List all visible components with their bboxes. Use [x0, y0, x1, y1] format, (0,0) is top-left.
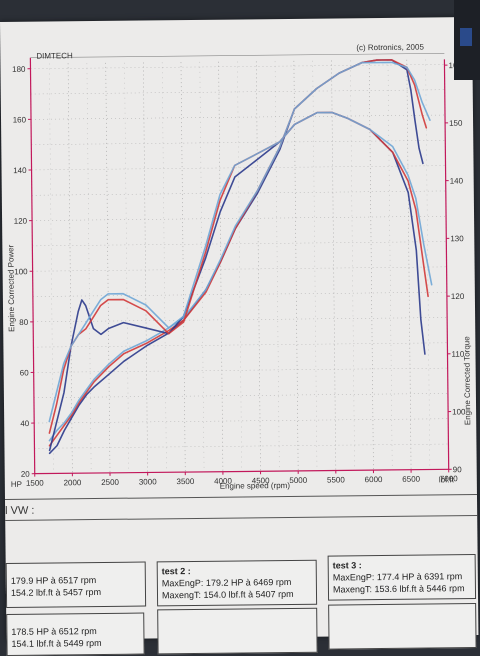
y-left-tick-label: 100	[14, 267, 28, 276]
y-left-tick-label: 60	[20, 368, 30, 377]
y-right-axis-label: Engine Corrected Torque	[462, 336, 472, 425]
x-tick-label: 2500	[101, 478, 119, 487]
grid-line-x-minor	[87, 63, 91, 473]
y-left-tick-label: 140	[13, 166, 27, 175]
torque-curve-1	[46, 112, 426, 451]
test-result-box	[157, 608, 317, 655]
y-right-tick-label: 120	[451, 292, 465, 301]
torque-curve-2	[46, 112, 429, 434]
y-right-tick-label: 140	[450, 176, 464, 185]
brand-label: DIMTECH	[36, 51, 73, 60]
test-result-line: MaxengT: 153.6 lbf.ft à 5446 rpm	[333, 582, 471, 595]
unit-left-label: HP	[11, 480, 22, 489]
y-right-tick-label: 90	[453, 465, 463, 474]
grid-line-x	[106, 63, 110, 473]
y-right-tick-label: 130	[450, 234, 464, 243]
chart-axes	[30, 53, 448, 473]
top-frame	[30, 53, 444, 57]
grid-line-y	[33, 343, 447, 347]
x-tick-label: 5500	[327, 475, 345, 484]
unit-right-label: lbf.ft	[439, 475, 455, 484]
x-tick-label: 1500	[26, 479, 44, 488]
grid-line-x	[332, 61, 336, 471]
power-curve-1	[46, 60, 426, 454]
grid-line-x	[181, 62, 185, 472]
divider	[5, 515, 477, 521]
power-curve-2	[46, 60, 430, 446]
grid-line-y	[32, 166, 446, 170]
chart-grid	[30, 59, 448, 473]
grid-line-x	[143, 63, 147, 473]
sticker	[460, 28, 472, 46]
test-result-line: 154.2 lbf.ft à 5457 rpm	[11, 586, 141, 599]
y-left-tick-label: 160	[13, 115, 27, 124]
y-left-tick-label: 80	[19, 318, 29, 327]
x-tick-label: 6000	[365, 475, 383, 484]
copyright-label: (c) Rotronics, 2005	[356, 43, 424, 53]
x-tick-label: 5000	[289, 476, 307, 485]
test-result-box	[328, 603, 476, 650]
bottom-axis	[35, 469, 449, 473]
grid-line-x-minor	[313, 61, 317, 471]
grid-line-x	[219, 62, 223, 472]
y-right-tick-label: 150	[449, 119, 463, 128]
x-tick-label: 2000	[64, 478, 82, 487]
background-corner	[454, 0, 480, 80]
grid-line-x	[369, 60, 373, 470]
x-axis-label: Engine speed (rpm)	[220, 481, 291, 491]
x-tick-label: 3000	[139, 477, 157, 486]
grid-line-x	[256, 61, 260, 471]
grid-line-x-minor	[162, 62, 166, 472]
grid-line-x	[407, 60, 411, 470]
y-left-tick-label: 120	[14, 217, 28, 226]
grid-line-x-minor	[275, 61, 279, 471]
vehicle-section-label: l VW :	[5, 505, 34, 517]
grid-line-y	[33, 267, 447, 271]
y-left-tick-label: 180	[12, 65, 26, 74]
test-result-line: MaxengT: 154.0 lbf.ft à 5407 rpm	[162, 588, 312, 602]
test-result-line: 154.1 lbf.ft à 5449 rpm	[11, 637, 139, 650]
grid-line-y	[33, 317, 447, 321]
grid-line-x-minor	[237, 62, 241, 472]
y-left-axis-label: Engine Corrected Power	[6, 244, 16, 332]
x-tick-label: 3500	[176, 477, 194, 486]
grid-line-x-minor	[125, 63, 129, 473]
x-tick-label: 6500	[402, 475, 420, 484]
grid-line-y	[33, 292, 447, 296]
y-left-tick-label: 40	[20, 419, 30, 428]
y-left-tick-label: 20	[21, 470, 31, 479]
grid-line-y	[34, 444, 448, 448]
left-axis	[30, 58, 34, 474]
grid-line-x-minor	[388, 60, 392, 470]
